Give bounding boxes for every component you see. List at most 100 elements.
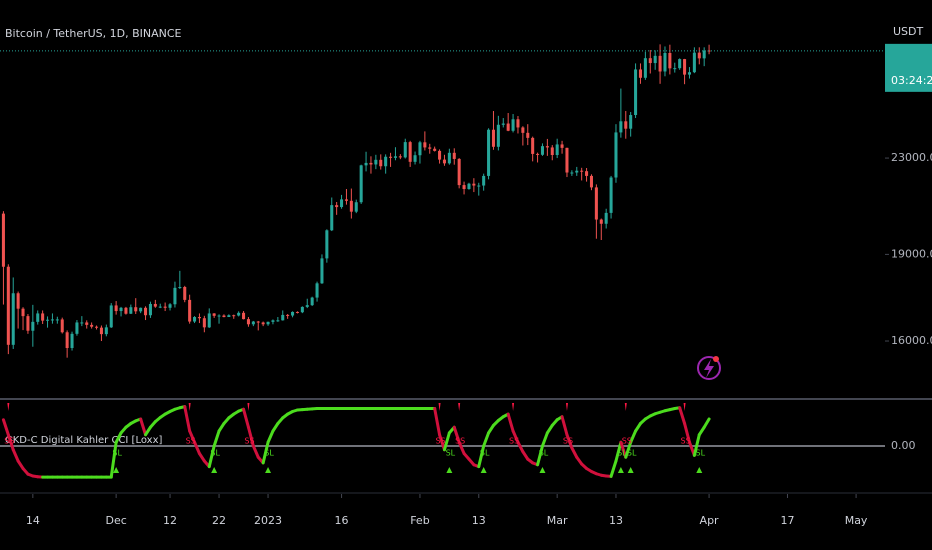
signal-marker [512, 403, 515, 411]
candle-body [344, 199, 348, 201]
candle-body [423, 142, 427, 148]
signal-marker [617, 467, 624, 473]
candle-body [144, 307, 148, 316]
candle-body [428, 147, 432, 149]
candle-body [389, 156, 393, 158]
indicator-segment [251, 444, 260, 459]
candle-body [11, 293, 15, 345]
candle-body [379, 159, 383, 167]
candle-body [237, 312, 241, 316]
candle-body [153, 303, 157, 307]
indicator-segment [619, 440, 628, 459]
candle-body [638, 69, 642, 78]
candle-body [222, 315, 226, 318]
signal-label: SS [186, 437, 196, 446]
candle-body [658, 55, 662, 72]
candle-body [281, 314, 285, 321]
candle-body [697, 52, 701, 59]
candle-body [550, 147, 554, 156]
indicator-segment [457, 440, 466, 455]
candle-body [683, 59, 687, 75]
candle-body [408, 142, 412, 162]
signal-marker [565, 403, 568, 411]
candle-body [251, 321, 255, 325]
indicator-segment [1, 418, 10, 437]
candle-body [202, 318, 206, 328]
candle-body [109, 305, 113, 328]
candle-body [589, 175, 593, 188]
candle-body [104, 327, 108, 335]
candle-body [325, 230, 329, 259]
candle-body [496, 124, 500, 147]
signal-marker [683, 403, 686, 411]
candle-body [291, 311, 295, 316]
indicator-segment [139, 417, 148, 437]
candle-body [393, 156, 397, 158]
candle-body [50, 319, 54, 321]
candle-body [178, 286, 182, 288]
indicator-segment [683, 422, 691, 444]
x-tick-label: 17 [780, 514, 794, 527]
candle-body [545, 146, 549, 148]
candle-body [300, 306, 304, 313]
y-tick-label: 16000.00 [891, 334, 932, 347]
candle-body [609, 177, 613, 213]
indicator-segment [560, 415, 569, 437]
signal-label: SL [112, 449, 122, 458]
x-tick-label: May [845, 514, 868, 527]
signal-label: SL [539, 449, 549, 458]
candle-body [462, 185, 466, 190]
candle-body [467, 183, 471, 190]
candle-body [163, 306, 167, 308]
candle-body [55, 319, 59, 321]
signal-marker [113, 467, 120, 473]
x-tick-label: Mar [547, 514, 568, 527]
x-tick-label: 14 [26, 514, 40, 527]
candle-body [266, 321, 270, 325]
candle-body [124, 307, 128, 314]
signal-label: SL [617, 449, 627, 458]
candle-body [673, 68, 677, 70]
candle-body [575, 170, 579, 173]
candle-body [619, 121, 623, 133]
candle-body [374, 159, 378, 165]
indicator-segment [266, 429, 275, 444]
indicator-segment [261, 440, 270, 465]
indicator-segment [11, 448, 20, 463]
indicator-segment [246, 425, 255, 448]
candle-body [643, 58, 647, 78]
signal-marker [247, 403, 250, 411]
signal-label: SL [446, 449, 456, 458]
candle-body [188, 299, 192, 322]
indicator-segment [506, 412, 515, 433]
signal-marker [188, 403, 191, 411]
signal-marker [480, 467, 487, 473]
x-tick-label: 13 [472, 514, 486, 527]
indicator-segment [114, 431, 123, 444]
price-label-box [885, 43, 932, 92]
indicator-segment [702, 417, 711, 429]
candle-body [46, 319, 50, 321]
candle-body [75, 322, 79, 334]
candle-body [330, 205, 334, 231]
candle-body [506, 123, 510, 131]
candle-body [668, 52, 672, 69]
signal-marker [446, 467, 453, 473]
x-tick-label: Feb [410, 514, 429, 527]
signal-label: SS [244, 437, 254, 446]
alert-bolt [704, 359, 714, 378]
candle-body [438, 150, 442, 160]
candle-body [687, 72, 691, 75]
candle-body [21, 308, 25, 317]
alert-icon[interactable] [697, 356, 721, 380]
candle-body [70, 333, 74, 348]
signal-marker [696, 467, 703, 473]
indicator-segment [570, 446, 579, 459]
candle-body [36, 313, 40, 322]
candle-body [276, 320, 280, 322]
candle-body [560, 144, 564, 148]
indicator-segment [482, 431, 491, 448]
candle-body [359, 165, 363, 203]
x-tick-label: Apr [700, 514, 720, 527]
